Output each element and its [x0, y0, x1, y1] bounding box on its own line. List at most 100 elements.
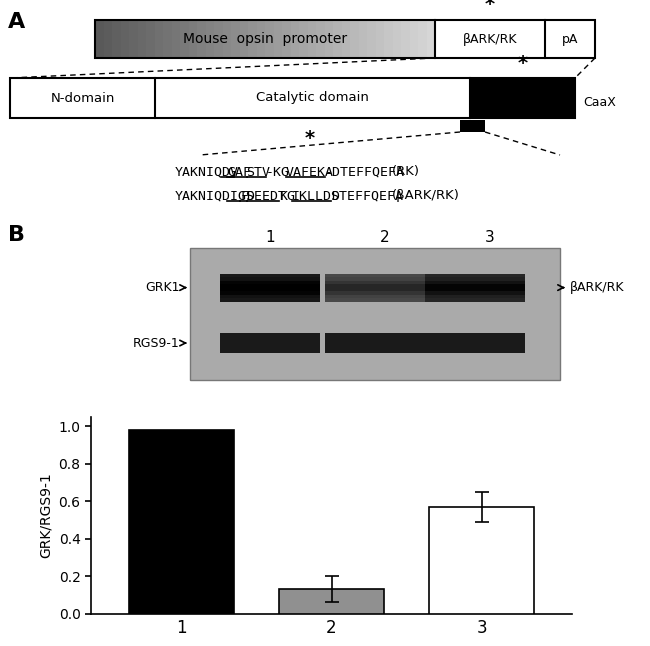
Polygon shape — [205, 20, 214, 58]
Polygon shape — [307, 20, 316, 58]
Polygon shape — [324, 20, 333, 58]
Bar — [220, 280, 320, 284]
Bar — [129, 430, 234, 614]
Text: -DTEFFQEFA: -DTEFFQEFA — [324, 165, 404, 178]
Polygon shape — [214, 20, 222, 58]
Polygon shape — [197, 20, 205, 58]
Bar — [95, 20, 595, 58]
Bar — [425, 274, 525, 277]
Text: YAKNIQDV: YAKNIQDV — [175, 165, 239, 178]
Bar — [325, 274, 425, 277]
Text: A: A — [8, 12, 25, 32]
Polygon shape — [291, 20, 299, 58]
Bar — [220, 298, 320, 302]
Text: KG: KG — [279, 189, 295, 202]
Polygon shape — [112, 20, 120, 58]
Text: GAF: GAF — [227, 165, 251, 178]
Bar — [325, 280, 425, 284]
Text: VAFEKA: VAFEKA — [285, 165, 333, 178]
Text: STV: STV — [246, 165, 270, 178]
Bar — [325, 287, 425, 291]
Bar — [425, 284, 525, 287]
Polygon shape — [257, 20, 265, 58]
Bar — [190, 248, 560, 380]
Polygon shape — [146, 20, 155, 58]
Text: (RK): (RK) — [391, 165, 419, 178]
Text: N-domain: N-domain — [50, 92, 114, 105]
Polygon shape — [367, 20, 376, 58]
Bar — [10, 78, 575, 118]
Bar — [425, 298, 525, 302]
Polygon shape — [350, 20, 359, 58]
Polygon shape — [418, 20, 426, 58]
Bar — [220, 277, 320, 280]
Polygon shape — [188, 20, 197, 58]
Bar — [429, 506, 534, 614]
Polygon shape — [410, 20, 418, 58]
Polygon shape — [316, 20, 324, 58]
Bar — [435, 20, 545, 58]
Bar — [279, 589, 384, 614]
Text: IKLLDS: IKLLDS — [292, 189, 340, 202]
Text: *: * — [305, 129, 315, 148]
Y-axis label: GRK/RGS9-1: GRK/RGS9-1 — [39, 472, 53, 558]
Bar — [545, 20, 595, 58]
Bar — [220, 333, 320, 353]
Text: YAKNIQDIGS: YAKNIQDIGS — [175, 189, 255, 202]
Text: βARK/RK: βARK/RK — [570, 281, 625, 294]
Bar — [220, 284, 320, 287]
Polygon shape — [239, 20, 248, 58]
Polygon shape — [138, 20, 146, 58]
Polygon shape — [172, 20, 180, 58]
Polygon shape — [248, 20, 257, 58]
Bar — [220, 274, 320, 277]
Text: pA: pA — [562, 32, 578, 45]
Polygon shape — [180, 20, 188, 58]
Bar — [425, 295, 525, 298]
Polygon shape — [129, 20, 138, 58]
Text: *: * — [485, 0, 495, 14]
Polygon shape — [393, 20, 401, 58]
Bar — [425, 291, 525, 295]
Bar — [325, 333, 425, 353]
Text: GRK1: GRK1 — [146, 281, 180, 294]
Polygon shape — [265, 20, 274, 58]
Polygon shape — [359, 20, 367, 58]
Text: Catalytic domain: Catalytic domain — [256, 92, 369, 105]
Text: 1: 1 — [265, 230, 275, 245]
Text: 2: 2 — [380, 230, 390, 245]
Text: RGS9-1: RGS9-1 — [133, 337, 180, 349]
Text: DEEDT: DEEDT — [246, 189, 287, 202]
Bar — [470, 78, 575, 118]
Polygon shape — [282, 20, 291, 58]
Polygon shape — [222, 20, 231, 58]
Polygon shape — [401, 20, 410, 58]
Bar — [220, 291, 320, 295]
Polygon shape — [231, 20, 239, 58]
Text: (βARK/RK): (βARK/RK) — [391, 189, 460, 202]
Bar — [460, 120, 485, 132]
Bar — [325, 295, 425, 298]
Bar — [425, 287, 525, 291]
Text: B: B — [8, 225, 25, 245]
Text: DTEFFQEFA: DTEFFQEFA — [331, 189, 403, 202]
Polygon shape — [384, 20, 393, 58]
Bar — [325, 291, 425, 295]
Bar — [325, 298, 425, 302]
Polygon shape — [274, 20, 282, 58]
Polygon shape — [163, 20, 172, 58]
Text: βARK/RK: βARK/RK — [463, 32, 517, 45]
Text: Mouse  opsin  promoter: Mouse opsin promoter — [183, 32, 347, 46]
Bar — [425, 277, 525, 280]
Text: *: * — [517, 54, 528, 73]
Polygon shape — [426, 20, 435, 58]
Bar — [220, 295, 320, 298]
Bar — [425, 280, 525, 284]
Bar — [220, 287, 320, 291]
Bar — [325, 284, 425, 287]
Polygon shape — [341, 20, 350, 58]
Text: 3: 3 — [485, 230, 495, 245]
Text: F: F — [240, 189, 248, 202]
Polygon shape — [155, 20, 163, 58]
Polygon shape — [120, 20, 129, 58]
